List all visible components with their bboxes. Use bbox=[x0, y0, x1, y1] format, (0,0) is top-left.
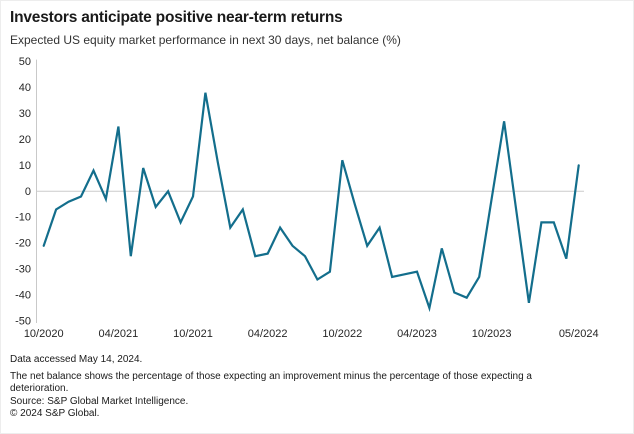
x-tick-label: 05/2024 bbox=[559, 328, 599, 340]
x-tick-label: 04/2022 bbox=[248, 328, 288, 340]
y-tick-label: 50 bbox=[19, 56, 31, 68]
y-tick-label: -50 bbox=[15, 315, 31, 327]
y-tick-label: -40 bbox=[15, 289, 31, 301]
footer-note: The net balance shows the percentage of … bbox=[10, 370, 532, 394]
chart-footer: Data accessed May 14, 2024. The net bala… bbox=[1, 348, 633, 421]
y-tick-label: 10 bbox=[19, 159, 31, 171]
y-tick-label: 30 bbox=[19, 108, 31, 120]
y-tick-label: 20 bbox=[19, 134, 31, 146]
x-tick-label: 10/2023 bbox=[472, 328, 512, 340]
chart-subtitle: Expected US equity market performance in… bbox=[10, 32, 401, 47]
chart-title: Investors anticipate positive near-term … bbox=[10, 9, 343, 26]
y-tick-label: -10 bbox=[15, 211, 31, 223]
x-tick-label: 04/2021 bbox=[98, 328, 138, 340]
y-tick-label: -20 bbox=[15, 237, 31, 249]
data-line bbox=[42, 92, 580, 312]
x-tick-label: 10/2021 bbox=[173, 328, 213, 340]
x-tick-label: 04/2023 bbox=[397, 328, 437, 340]
y-tick-label: 0 bbox=[25, 185, 31, 197]
footer-source: Source: S&P Global Market Intelligence. bbox=[10, 396, 189, 408]
x-tick-label: 10/2022 bbox=[322, 328, 362, 340]
y-tick-label: -30 bbox=[15, 263, 31, 275]
y-tick-label: 40 bbox=[19, 82, 31, 94]
x-tick-label: 10/2020 bbox=[24, 328, 64, 340]
footer-data-accessed: Data accessed May 14, 2024. bbox=[10, 353, 143, 365]
footer-copyright: © 2024 S&P Global. bbox=[10, 408, 100, 420]
